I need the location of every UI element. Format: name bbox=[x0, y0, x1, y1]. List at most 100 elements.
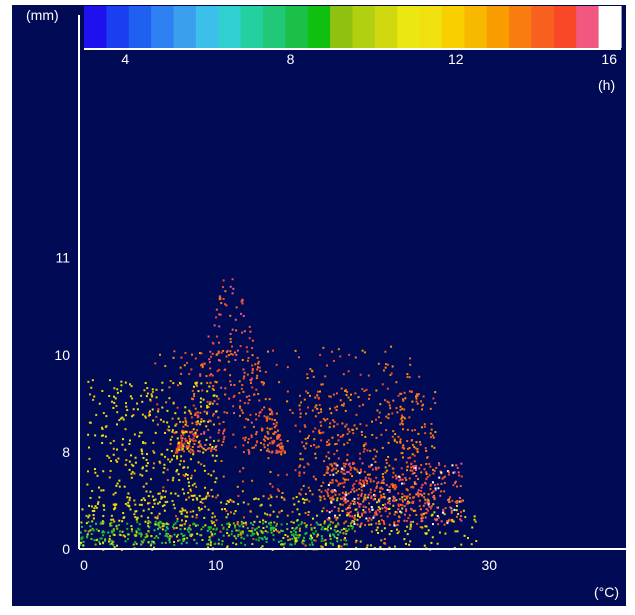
data-point bbox=[258, 414, 261, 417]
data-point bbox=[109, 469, 112, 472]
data-point bbox=[330, 501, 333, 504]
data-point bbox=[386, 387, 389, 390]
data-point bbox=[170, 492, 173, 495]
data-point bbox=[348, 438, 351, 441]
data-point bbox=[255, 377, 258, 380]
data-point bbox=[243, 439, 246, 442]
data-point bbox=[459, 518, 462, 521]
data-point bbox=[408, 376, 411, 379]
data-point bbox=[389, 374, 392, 377]
data-point bbox=[429, 407, 432, 410]
data-point bbox=[248, 337, 251, 340]
colorbar-tick-label: 4 bbox=[121, 51, 129, 67]
data-point bbox=[215, 308, 218, 311]
data-point bbox=[365, 479, 368, 482]
data-point bbox=[320, 431, 323, 434]
data-point bbox=[268, 407, 271, 410]
data-point bbox=[291, 510, 294, 513]
data-point bbox=[101, 390, 104, 393]
data-point bbox=[271, 440, 274, 443]
data-point bbox=[108, 456, 111, 459]
data-point bbox=[367, 374, 370, 377]
data-point bbox=[331, 495, 334, 498]
data-point bbox=[351, 475, 354, 478]
data-point bbox=[434, 487, 437, 490]
data-point bbox=[401, 414, 404, 417]
data-point bbox=[269, 494, 272, 497]
data-point bbox=[101, 441, 104, 444]
data-point bbox=[356, 523, 359, 526]
data-point bbox=[200, 463, 203, 466]
data-point bbox=[343, 538, 346, 541]
data-point bbox=[231, 292, 234, 295]
data-point bbox=[421, 515, 424, 518]
data-point bbox=[198, 440, 201, 443]
data-point bbox=[353, 468, 356, 471]
data-point bbox=[306, 391, 309, 394]
data-point bbox=[359, 479, 362, 482]
data-point bbox=[132, 414, 135, 417]
colorbar-swatch bbox=[464, 6, 488, 48]
data-point bbox=[162, 420, 165, 423]
colorbar-swatch bbox=[509, 6, 533, 48]
data-point bbox=[294, 540, 297, 543]
data-point bbox=[338, 493, 341, 496]
data-point bbox=[418, 467, 421, 470]
data-point bbox=[420, 493, 423, 496]
data-point bbox=[312, 475, 315, 478]
data-point bbox=[406, 525, 409, 528]
data-point bbox=[172, 503, 175, 506]
data-point bbox=[257, 526, 260, 529]
data-point bbox=[200, 446, 203, 449]
data-point bbox=[102, 521, 105, 524]
data-point bbox=[430, 541, 433, 544]
data-point bbox=[304, 437, 307, 440]
data-point bbox=[355, 508, 358, 511]
data-point bbox=[173, 350, 176, 353]
data-point bbox=[229, 314, 232, 317]
data-point bbox=[146, 392, 149, 395]
data-point bbox=[424, 512, 427, 515]
data-point bbox=[250, 421, 253, 424]
data-point bbox=[375, 486, 378, 489]
data-point bbox=[182, 539, 185, 542]
data-point bbox=[173, 540, 176, 543]
data-point bbox=[409, 363, 412, 366]
data-point bbox=[314, 396, 317, 399]
colorbar-swatch bbox=[397, 6, 421, 48]
data-point bbox=[152, 441, 155, 444]
data-point bbox=[102, 504, 105, 507]
data-point bbox=[315, 404, 318, 407]
data-point bbox=[427, 529, 430, 532]
data-point bbox=[346, 511, 349, 514]
data-point bbox=[390, 529, 393, 532]
data-point bbox=[212, 470, 215, 473]
data-point bbox=[355, 413, 358, 416]
data-point bbox=[345, 423, 348, 426]
data-point bbox=[166, 535, 169, 538]
data-point bbox=[176, 469, 179, 472]
data-point bbox=[361, 388, 364, 391]
data-point bbox=[121, 520, 124, 523]
data-point bbox=[128, 439, 131, 442]
data-point bbox=[305, 412, 308, 415]
data-point bbox=[144, 442, 147, 445]
data-point bbox=[431, 445, 434, 448]
data-point bbox=[429, 432, 432, 435]
data-point bbox=[388, 512, 391, 515]
data-point bbox=[446, 521, 449, 524]
data-point bbox=[180, 441, 183, 444]
data-point bbox=[197, 506, 200, 509]
data-point bbox=[436, 506, 439, 509]
data-point bbox=[258, 366, 261, 369]
data-point bbox=[326, 529, 329, 532]
data-point bbox=[320, 490, 323, 493]
data-point bbox=[183, 537, 186, 540]
data-point bbox=[408, 416, 411, 419]
data-point bbox=[277, 540, 280, 543]
data-point bbox=[409, 520, 412, 523]
data-point bbox=[327, 488, 330, 491]
data-point bbox=[387, 413, 390, 416]
data-point bbox=[418, 499, 421, 502]
data-point bbox=[344, 462, 347, 465]
